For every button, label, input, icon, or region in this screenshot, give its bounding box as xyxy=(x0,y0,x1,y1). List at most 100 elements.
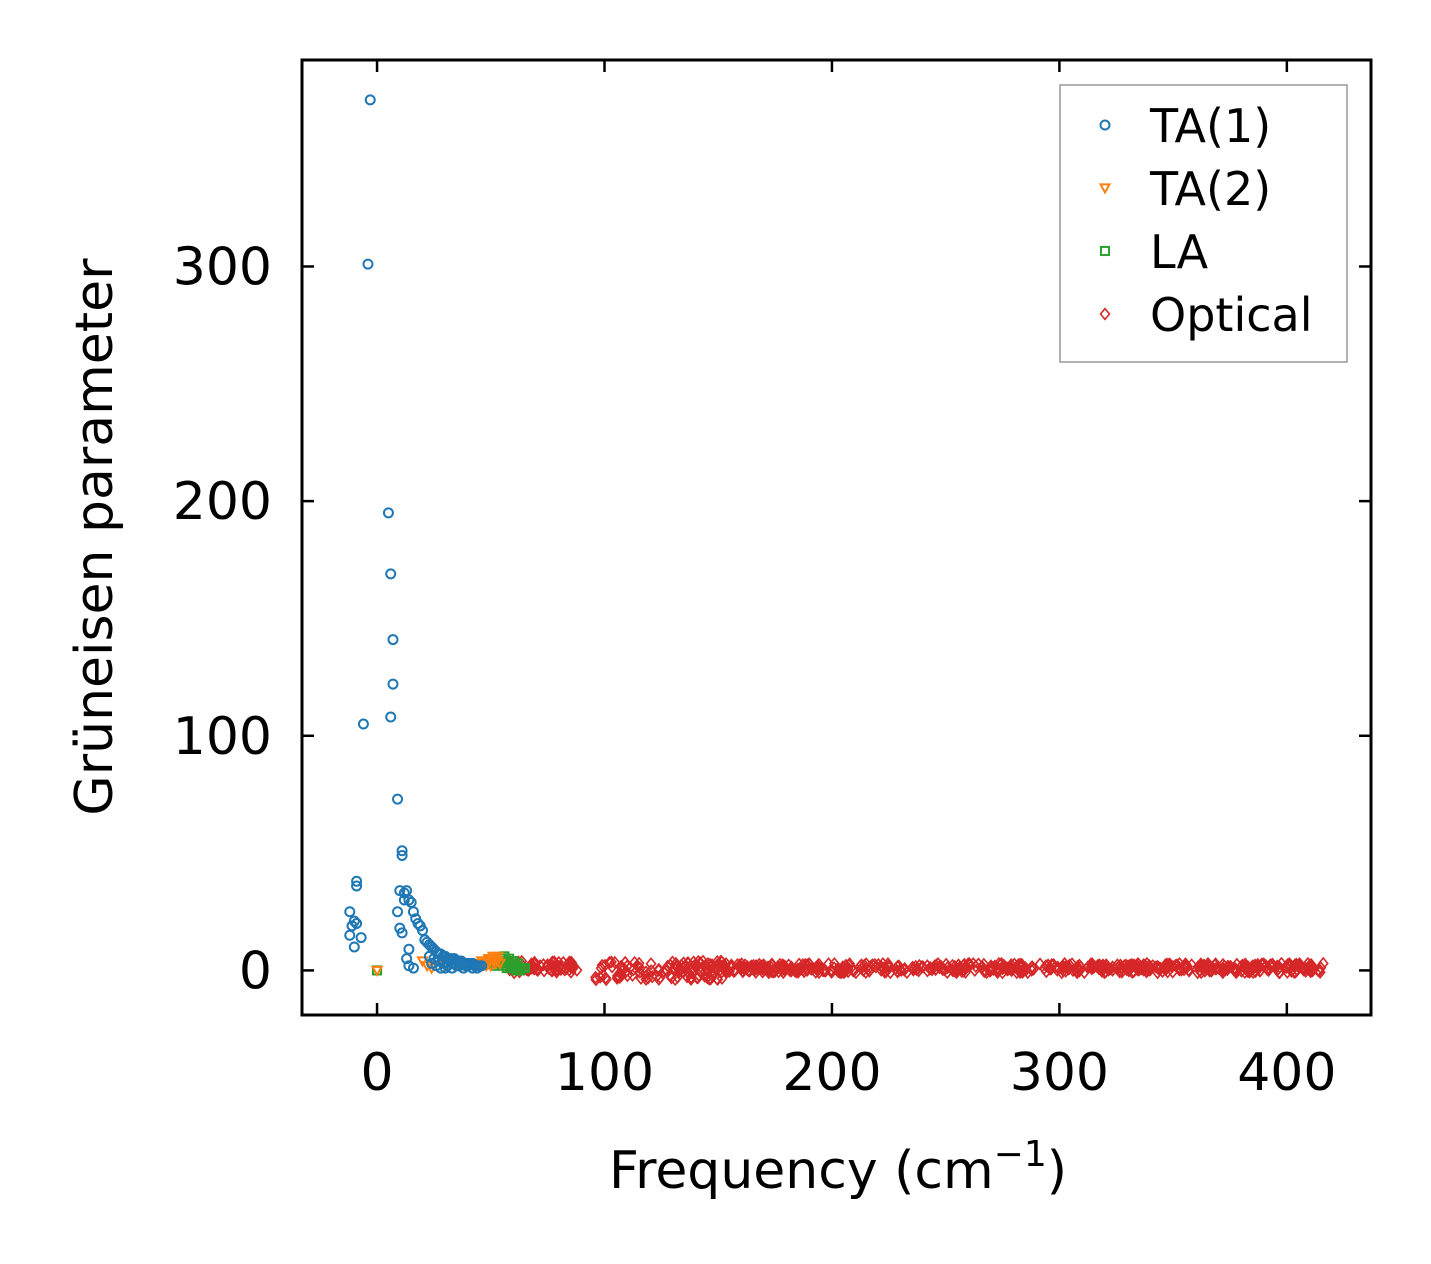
ta1-point xyxy=(387,678,399,690)
ta1-point xyxy=(398,894,410,906)
optical-point xyxy=(665,971,678,985)
legend-label-optical: Optical xyxy=(1150,288,1312,342)
optical-point xyxy=(681,970,693,984)
ta1-point xyxy=(403,943,415,955)
ta2-point xyxy=(370,965,384,977)
optical-point xyxy=(737,960,749,975)
plot-frame xyxy=(300,58,1373,1017)
optical-point xyxy=(1256,958,1268,972)
optical-point xyxy=(813,965,825,980)
optical-point xyxy=(1086,957,1098,971)
optical-point xyxy=(1213,961,1225,975)
optical-point xyxy=(930,958,942,972)
la-point xyxy=(513,958,524,969)
optical-point xyxy=(978,957,990,971)
optical-point xyxy=(799,957,811,972)
optical-point xyxy=(884,966,896,980)
ta2-point xyxy=(489,958,502,970)
ta1-point xyxy=(392,906,404,918)
optical-point xyxy=(717,961,729,975)
optical-point xyxy=(1239,957,1251,971)
ta1-point xyxy=(403,894,415,906)
legend-marker-la xyxy=(1099,245,1111,257)
legend-marker-optical xyxy=(1099,307,1111,321)
optical-point xyxy=(737,965,749,979)
optical-point xyxy=(701,970,713,985)
optical-point xyxy=(1304,958,1316,972)
optical-point xyxy=(658,964,670,979)
ta1-point xyxy=(396,845,408,857)
ta1-point xyxy=(453,960,465,972)
ta1-point xyxy=(385,568,397,580)
ta1-point xyxy=(442,960,454,972)
optical-point xyxy=(679,959,691,973)
optical-point xyxy=(854,959,866,973)
x-axis-label-main: Frequency (cm xyxy=(609,1141,994,1201)
ta2-point xyxy=(491,951,504,963)
ta1-point xyxy=(357,718,369,730)
ta1-point xyxy=(364,94,376,106)
optical-point xyxy=(801,963,813,978)
optical-point xyxy=(545,963,557,977)
x-axis-label-end: ) xyxy=(1047,1141,1067,1201)
y-tick-label: 300 xyxy=(173,237,272,297)
optical-point xyxy=(704,957,716,972)
optical-point xyxy=(609,955,621,970)
x-tick-label: 0 xyxy=(361,1043,394,1103)
optical-point xyxy=(1060,961,1072,975)
optical-point xyxy=(726,958,738,973)
optical-point xyxy=(711,972,723,986)
optical-point xyxy=(669,972,681,987)
x-tick-label: 200 xyxy=(782,1043,881,1103)
x-tick-label: 300 xyxy=(1010,1043,1109,1103)
ta1-point xyxy=(355,932,367,944)
y-tick-label: 0 xyxy=(239,941,272,1001)
optical-point xyxy=(1111,961,1123,975)
optical-point xyxy=(992,963,1004,977)
optical-point xyxy=(747,958,759,973)
optical-point xyxy=(605,955,617,969)
optical-point xyxy=(611,969,623,983)
optical-point xyxy=(734,960,746,974)
ta1-point xyxy=(344,906,356,918)
optical-point xyxy=(779,959,791,973)
optical-point xyxy=(872,957,884,972)
optical-point xyxy=(750,962,762,976)
optical-point xyxy=(1290,957,1303,971)
optical-point xyxy=(1038,961,1050,976)
optical-point xyxy=(612,970,624,985)
optical-point xyxy=(836,964,848,978)
optical-point xyxy=(815,961,827,975)
optical-point xyxy=(1202,959,1215,973)
optical-point xyxy=(640,969,652,983)
ta1-point xyxy=(401,953,413,965)
legend-label-ta1: TA(1) xyxy=(1149,99,1271,153)
ta1-point xyxy=(407,906,419,918)
optical-point xyxy=(1244,964,1256,979)
ta1-point xyxy=(348,941,360,953)
ta2-point xyxy=(482,954,495,966)
optical-point xyxy=(913,964,925,978)
optical-point xyxy=(1026,963,1038,977)
optical-point xyxy=(1230,964,1243,978)
optical-point xyxy=(720,957,732,971)
optical-point xyxy=(786,962,798,976)
optical-point xyxy=(822,957,835,971)
optical-point xyxy=(773,965,785,979)
ta1-point xyxy=(351,880,363,892)
optical-point xyxy=(1093,962,1105,976)
optical-point xyxy=(857,963,869,978)
legend: TA(1) TA(2) LA Optical xyxy=(1059,84,1348,363)
optical-point xyxy=(1040,964,1052,979)
x-axis-label-superscript: −1 xyxy=(994,1134,1047,1175)
optical-point xyxy=(706,963,719,978)
optical-point xyxy=(1306,962,1318,977)
ta1-point xyxy=(471,962,483,974)
ta1-point xyxy=(351,875,363,887)
optical-point xyxy=(913,958,925,973)
optical-point xyxy=(1195,958,1207,973)
optical-point xyxy=(949,959,961,974)
x-tick-label: 100 xyxy=(555,1043,654,1103)
optical-point xyxy=(645,957,657,971)
